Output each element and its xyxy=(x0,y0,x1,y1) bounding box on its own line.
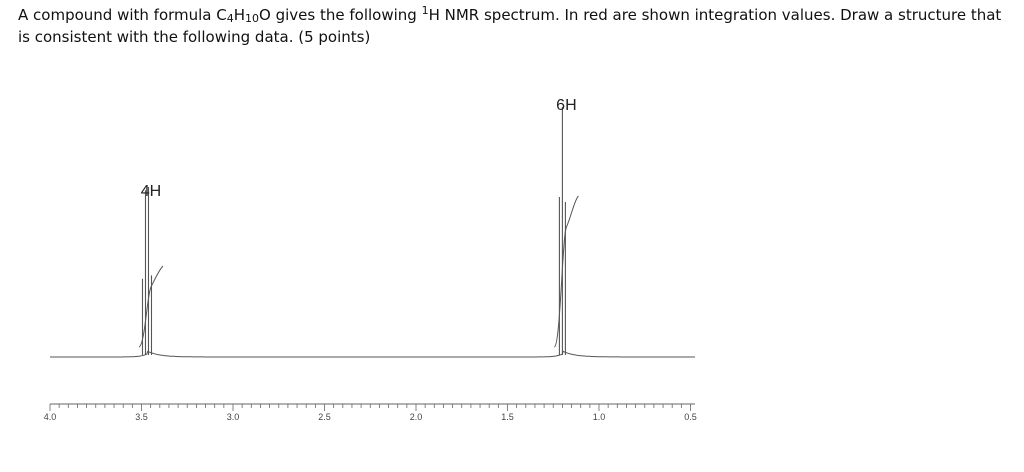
integration-label: 6H xyxy=(556,97,576,114)
spectrum-trace-group xyxy=(50,107,695,358)
ppm-axis: 4.0 3.5 3.0 2.5 2.0 1.5 1.0 0.5 xyxy=(44,403,697,422)
question-part-4: H NMR spectrum. In red are shown integra… xyxy=(18,6,1002,46)
integration-curves xyxy=(138,195,579,348)
subscript-hydrogen-count: 10 xyxy=(245,12,260,25)
integration-labels: 4H 6H xyxy=(141,97,577,200)
tick-label: 0.5 xyxy=(684,412,697,422)
question-part-1: A compound with formula C xyxy=(18,6,227,24)
tick-label: 1.0 xyxy=(593,412,606,422)
tick-label: 2.5 xyxy=(318,412,331,422)
tick-label: 4.0 xyxy=(44,412,57,422)
question-text: A compound with formula C4H10O gives the… xyxy=(18,4,1008,48)
subscript-carbon-count: 4 xyxy=(226,12,234,25)
integration-curve xyxy=(553,195,579,348)
tick-label: 1.5 xyxy=(501,412,514,422)
tick-label: 3.5 xyxy=(135,412,148,422)
question-part-2: H xyxy=(233,6,246,24)
integration-curve xyxy=(138,265,164,348)
baseline-trace xyxy=(50,350,695,358)
integration-label: 4H xyxy=(141,183,161,200)
superscript-isotope: 1 xyxy=(421,4,429,17)
tick-label: 2.0 xyxy=(410,412,423,422)
question-part-3: O gives the following xyxy=(259,6,422,24)
tick-label: 3.0 xyxy=(227,412,240,422)
